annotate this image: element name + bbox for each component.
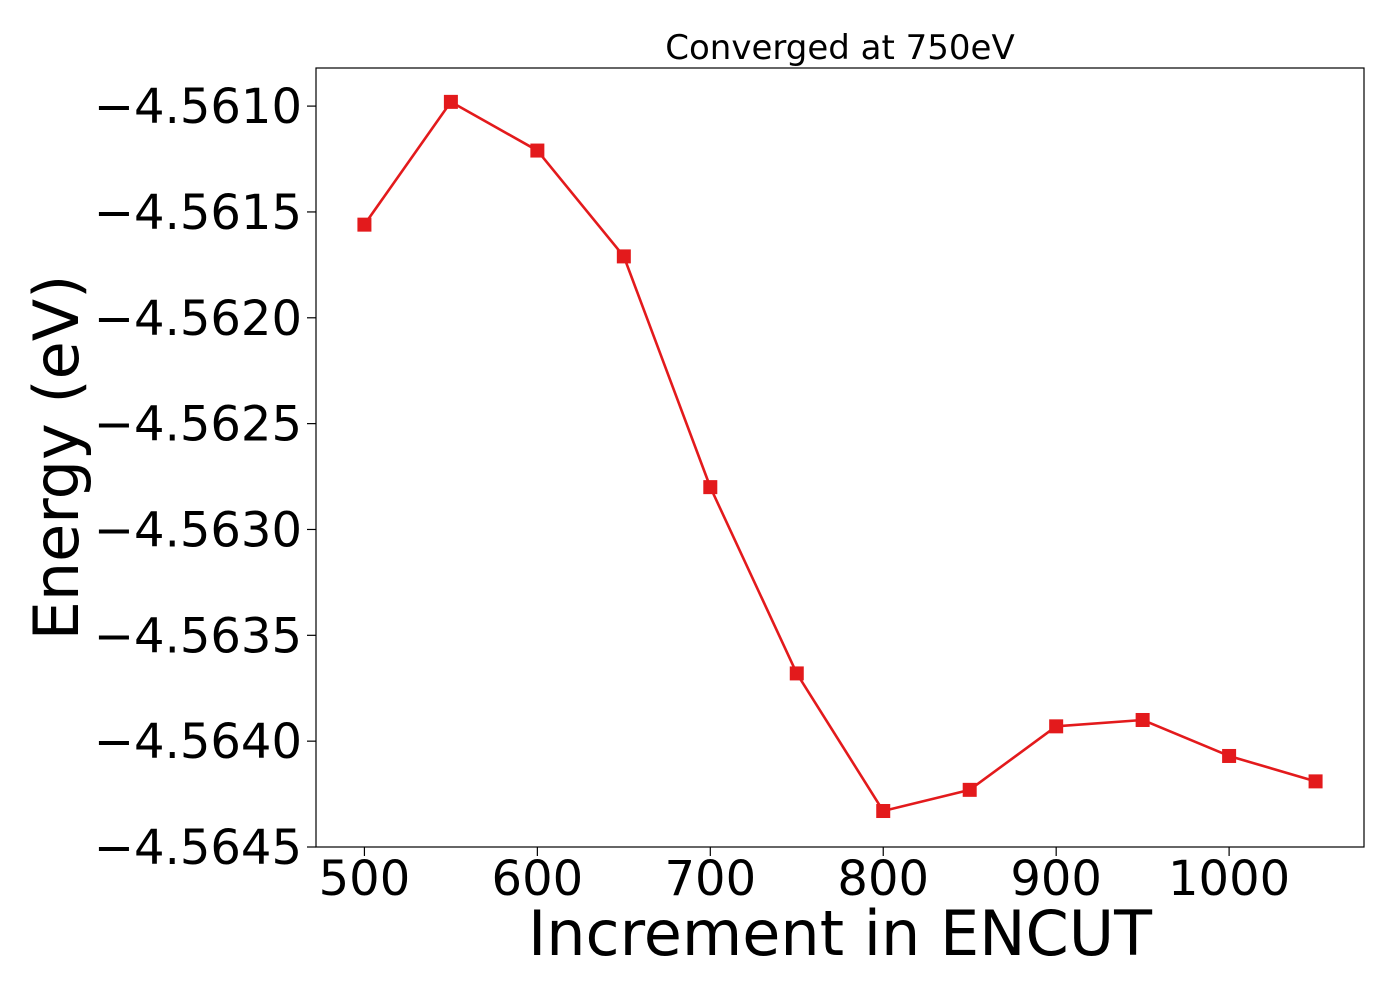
- y-tick-label: −4.5640: [94, 714, 302, 770]
- y-tick-label: −4.5635: [94, 608, 302, 664]
- data-point-marker: [616, 249, 631, 264]
- data-point-marker: [876, 804, 891, 819]
- x-axis-label: Increment in ENCUT: [528, 897, 1153, 970]
- y-tick-label: −4.5630: [94, 502, 302, 558]
- data-point-marker: [703, 480, 718, 495]
- series-line: [363, 100, 1316, 813]
- data-point-marker: [962, 782, 977, 797]
- y-axis: −4.5645 −4.5640 −4.5635 −4.5630 −4.5625 −4.56…: [94, 79, 316, 876]
- x-tick-label: 600: [492, 851, 584, 907]
- y-tick-label: −4.5610: [94, 79, 302, 135]
- y-tick-label: −4.5645: [94, 820, 302, 876]
- data-point-marker: [530, 143, 545, 158]
- x-axis: 500 600 700 800 900 1000: [319, 847, 1290, 907]
- x-tick-label: 800: [837, 851, 929, 907]
- data-point-marker: [1135, 712, 1150, 727]
- data-point-marker: [443, 94, 458, 109]
- data-point-marker: [789, 666, 804, 681]
- data-point-marker: [1308, 774, 1323, 789]
- data-point-marker: [1049, 719, 1064, 734]
- x-tick-label: 500: [319, 851, 411, 907]
- x-tick-label: 700: [664, 851, 756, 907]
- data-point-marker: [357, 217, 372, 232]
- y-tick-label: −4.5620: [94, 291, 302, 347]
- y-tick-label: −4.5615: [94, 185, 302, 241]
- plot-frame: [315, 67, 1365, 848]
- y-axis-label: Energy (eV): [20, 275, 93, 641]
- x-tick-label: 900: [1010, 851, 1102, 907]
- series-layer: [357, 94, 1323, 819]
- data-point-marker: [1222, 748, 1237, 763]
- x-tick-label: 1000: [1168, 851, 1290, 907]
- chart-title: Converged at 750eV: [665, 28, 1014, 68]
- y-tick-label: −4.5625: [94, 397, 302, 453]
